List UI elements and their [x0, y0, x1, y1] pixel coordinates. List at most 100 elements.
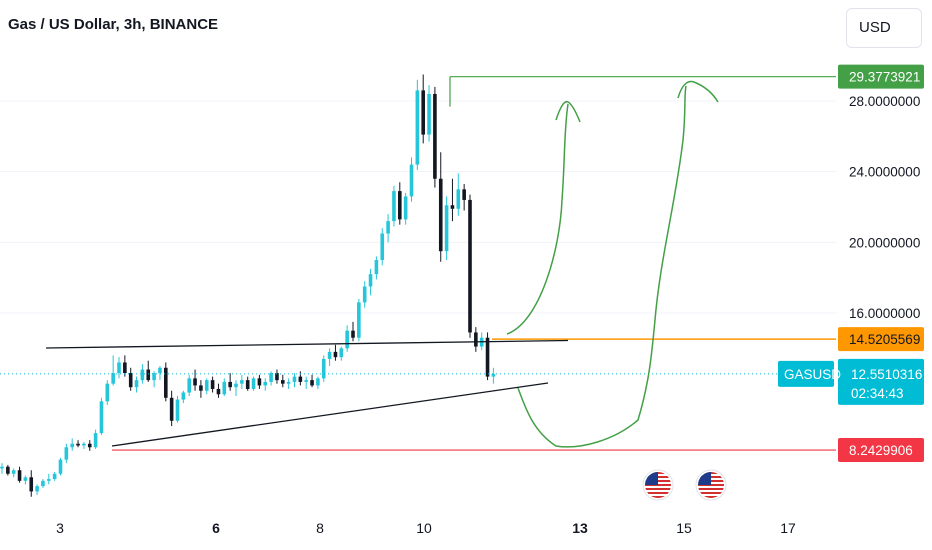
candle-body	[491, 373, 496, 377]
candle-body	[140, 369, 145, 381]
candle-body	[164, 367, 168, 398]
projection-arrow-short	[506, 103, 569, 335]
price-tick-label: 24.0000000	[849, 165, 920, 180]
candle-body	[275, 373, 279, 381]
candle-body	[245, 380, 250, 389]
price-axis: 16.0000000 20.0000000 24.0000000 28.0000000…	[778, 64, 924, 463]
candle-body	[427, 93, 431, 135]
candle-body	[415, 90, 420, 165]
candle-body	[421, 90, 425, 135]
candle-body	[403, 196, 408, 220]
candle-body	[316, 378, 320, 386]
candle-body	[123, 362, 127, 374]
candle-body	[444, 205, 449, 252]
candle-body	[82, 443, 86, 446]
candle-body	[105, 383, 110, 402]
candle-body	[321, 358, 326, 379]
candle-body	[128, 373, 133, 388]
candle-body	[76, 443, 80, 446]
candle-body	[35, 486, 39, 492]
candle-body	[298, 376, 303, 382]
candle-body	[304, 380, 308, 382]
candle-body	[368, 274, 373, 287]
time-tick-label: 15	[676, 520, 692, 536]
candle-body	[462, 189, 466, 200]
candle-body	[52, 473, 57, 480]
time-tick-label: 3	[56, 520, 64, 536]
us-flag-icon[interactable]	[642, 469, 674, 501]
candle-body	[450, 205, 455, 209]
candle-body	[374, 260, 379, 275]
candle-body	[222, 381, 227, 395]
price-tick-label: 20.0000000	[849, 235, 920, 250]
candle-body	[351, 330, 355, 338]
candle-body	[263, 381, 268, 386]
candle-body	[11, 470, 16, 474]
candle-body	[438, 178, 443, 252]
candle-body	[64, 447, 69, 460]
candle-body	[392, 191, 396, 222]
currency-button[interactable]: USD	[846, 8, 922, 48]
candle-body	[6, 466, 10, 474]
price-label-text-support: 8.2429906	[849, 443, 913, 458]
candle-body	[181, 392, 186, 400]
resistance-trendline	[45, 339, 569, 349]
price-label-support	[838, 438, 924, 463]
candle-body	[210, 380, 215, 389]
candle-body	[474, 332, 478, 347]
current-price-label	[838, 358, 924, 405]
candle-body	[152, 373, 156, 381]
projection-arrowhead-long	[677, 80, 719, 103]
candles	[0, 74, 496, 497]
candle-body	[234, 383, 238, 388]
candle-body	[204, 380, 209, 391]
candle-body	[286, 381, 291, 384]
candle-body	[433, 93, 437, 179]
price-tick-label: 28.0000000	[849, 94, 920, 109]
candle-body	[345, 330, 349, 349]
candle-body	[193, 378, 197, 386]
candle-body	[485, 337, 490, 377]
candle-body	[0, 466, 4, 469]
candle-body	[158, 367, 162, 374]
chart-title: Gas / US Dollar, 3h, BINANCE	[8, 16, 219, 33]
candle-body	[70, 443, 74, 448]
candle-body	[339, 348, 344, 358]
candle-body	[47, 479, 51, 481]
us-flag-icon[interactable]	[695, 469, 727, 501]
candle-body	[456, 189, 461, 209]
support-trendline	[111, 382, 549, 447]
candle-body	[362, 286, 367, 303]
candle-body	[251, 378, 256, 389]
projection-path-long	[517, 85, 687, 448]
projection-arrowhead-short	[555, 100, 581, 123]
candle-body	[409, 164, 414, 197]
candle-body	[117, 362, 121, 374]
candle-body	[87, 443, 92, 448]
candle-body	[240, 380, 244, 384]
candle-body	[93, 433, 98, 448]
candle-body	[111, 373, 115, 384]
candle-body	[29, 477, 34, 492]
candle-body	[199, 385, 203, 391]
candle-body	[380, 233, 385, 260]
candle-body	[228, 381, 232, 388]
trend-drawings	[45, 80, 719, 448]
price-label-resistance	[838, 327, 924, 352]
candle-body	[99, 401, 104, 434]
candle-body	[386, 221, 390, 234]
candle-body	[333, 351, 338, 358]
candle-body	[327, 351, 332, 359]
time-tick-label: 6	[212, 520, 220, 536]
candle-body	[292, 376, 297, 382]
candle-body	[187, 378, 191, 393]
candle-body	[146, 369, 151, 381]
symbol-tag	[778, 360, 834, 387]
time-axis: 3 6 8 10 13 15 17	[56, 520, 796, 536]
candle-body	[58, 459, 63, 474]
candle-body	[17, 470, 22, 481]
current-price-value: 12.5510316	[851, 367, 922, 382]
candle-body	[281, 380, 285, 384]
candle-body	[310, 380, 314, 386]
